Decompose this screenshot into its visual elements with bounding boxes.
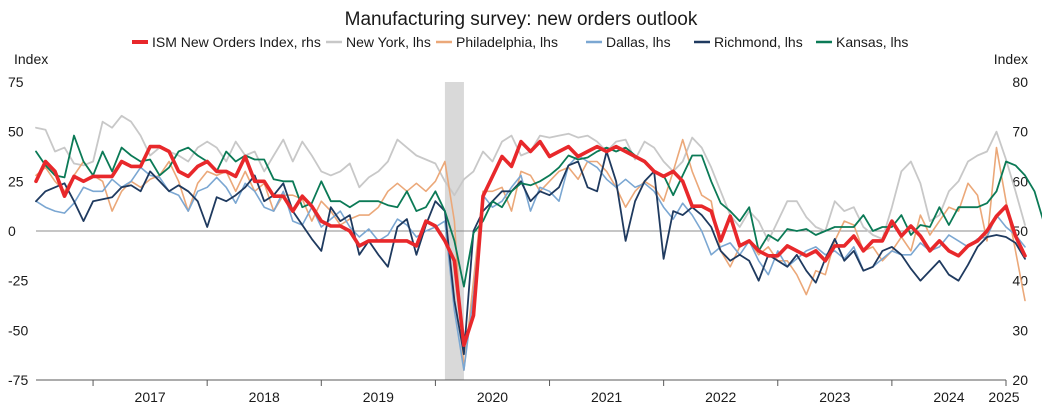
- series-line: [34, 139, 1027, 347]
- right-axis-label: Index: [994, 51, 1028, 67]
- legend-label: Richmond, lhs: [714, 34, 803, 50]
- x-tick-label: 2021: [591, 389, 622, 405]
- left-tick-label: 75: [8, 74, 24, 90]
- right-tick-label: 70: [1012, 124, 1028, 140]
- left-tick-label: 0: [8, 223, 16, 239]
- left-tick-label: -75: [8, 372, 28, 388]
- x-tick-label: 2018: [249, 389, 280, 405]
- series-line: [35, 154, 1026, 371]
- legend-label: New York, lhs: [346, 34, 431, 50]
- x-tick-label: 2022: [705, 389, 736, 405]
- right-tick-label: 20: [1012, 372, 1028, 388]
- x-tick-label: 2024: [933, 389, 964, 405]
- right-tick-label: 40: [1012, 273, 1028, 289]
- left-axis-label: Index: [14, 51, 48, 67]
- right-tick-label: 60: [1012, 173, 1028, 189]
- series-lines-group: [34, 114, 1042, 371]
- legend-label: Kansas, lhs: [836, 34, 908, 50]
- left-tick-label: -25: [8, 273, 28, 289]
- series-line: [35, 134, 1042, 288]
- x-tick-label: 2017: [135, 389, 166, 405]
- series-line: [35, 150, 1026, 356]
- series-line: [35, 138, 1026, 371]
- x-tick-label: 2020: [477, 389, 508, 405]
- left-tick-label: 25: [8, 173, 24, 189]
- legend-label: ISM New Orders Index, rhs: [152, 34, 321, 50]
- left-tick-label: -50: [8, 322, 28, 338]
- x-tick-label: 2023: [819, 389, 850, 405]
- x-tick-label: 2019: [363, 389, 394, 405]
- chart-title: Manufacturing survey: new orders outlook: [345, 9, 698, 30]
- legend-label: Dallas, lhs: [606, 34, 671, 50]
- series-line: [35, 114, 1026, 242]
- legend-label: Philadelphia, lhs: [456, 34, 558, 50]
- right-tick-label: 30: [1012, 322, 1028, 338]
- right-tick-label: 80: [1012, 74, 1028, 90]
- legend: ISM New Orders Index, rhs New York, lhs Ph…: [132, 34, 908, 50]
- left-tick-label: 50: [8, 124, 24, 140]
- x-tick-label: 2025: [988, 389, 1019, 405]
